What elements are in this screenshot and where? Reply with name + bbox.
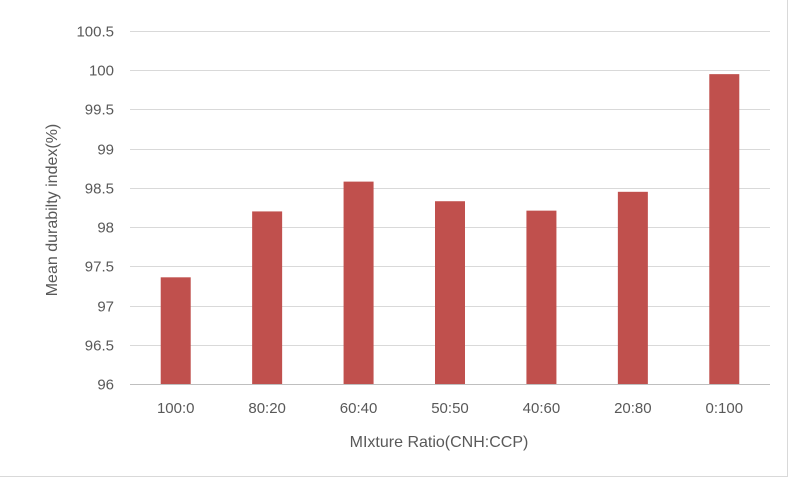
x-tick-label: 20:80: [614, 400, 652, 417]
bar-20-80: [617, 191, 648, 384]
y-tick-label: 96.5: [85, 338, 114, 355]
x-axis-title: MIxture Ratio(CNH:CCP): [350, 434, 529, 451]
x-tick-label: 60:40: [340, 400, 378, 417]
bars: [160, 74, 740, 385]
y-axis-title: Mean durabilty index(%): [44, 124, 61, 297]
x-tick-label: 80:20: [248, 400, 286, 417]
x-tick-label: 40:60: [523, 400, 561, 417]
bar-100-0: [160, 277, 191, 384]
bar-40-60: [526, 210, 557, 384]
y-tick-label: 98: [97, 220, 114, 237]
x-tick-label: 50:50: [431, 400, 469, 417]
y-tick-label: 100: [89, 63, 114, 80]
x-tick-label: 0:100: [706, 400, 744, 417]
bar-80-20: [252, 211, 283, 384]
bar-50-50: [435, 201, 465, 384]
bar-60-40: [343, 181, 374, 384]
x-tick-labels: 100:0 80:20 60:40 50:50 40:60 20:80 0:100: [157, 400, 743, 417]
y-tick-label: 96: [97, 377, 114, 394]
y-tick-label: 100.5: [76, 24, 114, 41]
y-tick-label: 98.5: [85, 181, 114, 198]
y-tick-label: 99: [97, 142, 114, 159]
y-tick-label: 97: [97, 299, 114, 316]
x-tick-label: 100:0: [157, 400, 195, 417]
y-tick-labels: 96 96.5 97 97.5 98 98.5 99 99.5 100 100.5: [76, 24, 114, 394]
bar-0-100: [709, 74, 740, 385]
y-tick-label: 99.5: [85, 102, 114, 119]
y-tick-label: 97.5: [85, 259, 114, 276]
